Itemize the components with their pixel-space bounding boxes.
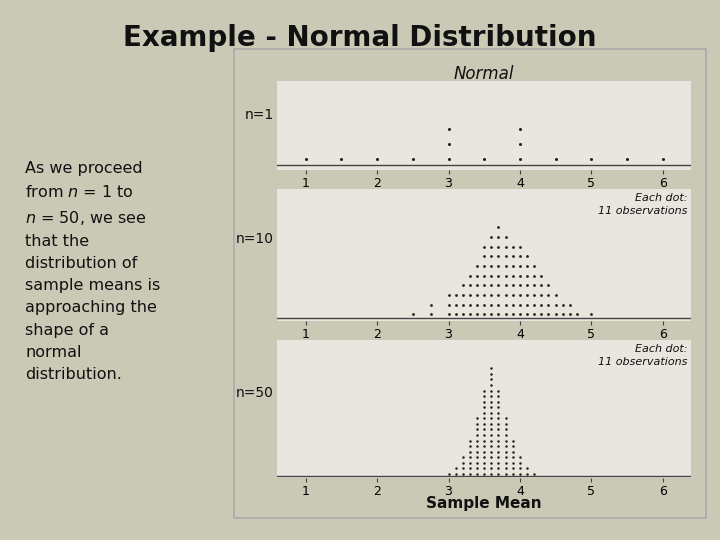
Text: n=1: n=1 bbox=[244, 108, 274, 122]
Text: Sample Mean: Sample Mean bbox=[426, 496, 541, 511]
Text: Each dot:
11 observations: Each dot: 11 observations bbox=[598, 345, 687, 367]
Text: Each dot:
11 observations: Each dot: 11 observations bbox=[598, 193, 687, 216]
Text: n=50: n=50 bbox=[235, 386, 274, 400]
Text: Normal: Normal bbox=[454, 65, 514, 83]
Text: As we proceed
from $n$ = 1 to
$n$ = 50, we see
that the
distribution of
sample m: As we proceed from $n$ = 1 to $n$ = 50, … bbox=[25, 161, 161, 382]
Text: n=10: n=10 bbox=[235, 232, 274, 246]
Text: Example - Normal Distribution: Example - Normal Distribution bbox=[123, 24, 597, 52]
